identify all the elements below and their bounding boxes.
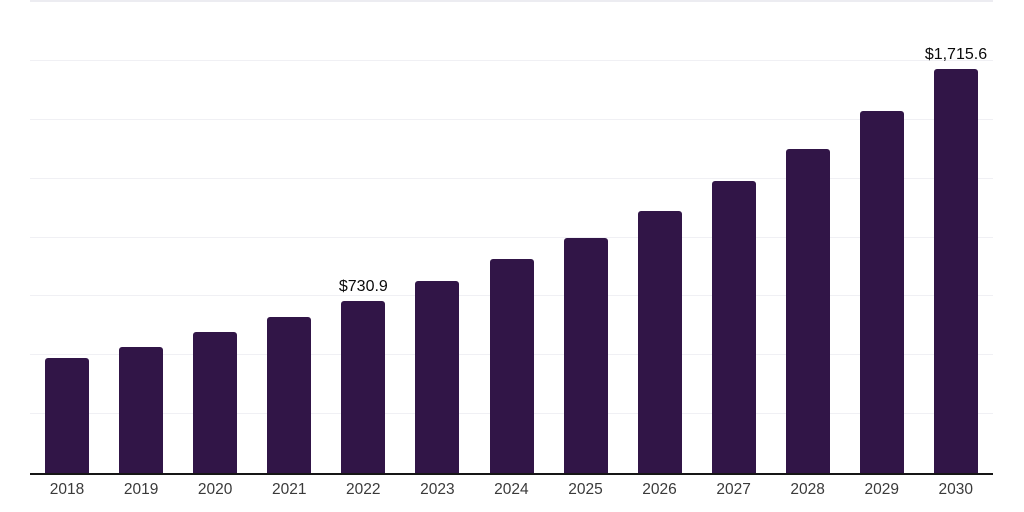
bar-2021[interactable] [267, 316, 312, 473]
bar-2018[interactable] [45, 357, 90, 473]
x-axis-label: 2027 [716, 481, 751, 498]
x-axis-label: 2023 [420, 481, 455, 498]
x-axis-label: 2025 [568, 481, 603, 498]
x-axis-label: 2030 [938, 481, 974, 498]
gridline [30, 59, 993, 61]
bar-2026[interactable] [637, 210, 682, 473]
bar-2019[interactable] [119, 346, 164, 473]
bar-2024[interactable] [489, 259, 534, 473]
x-axis-label: 2019 [123, 481, 159, 498]
x-axis-label: 2028 [790, 481, 825, 498]
gridline [30, 236, 993, 238]
gridline [30, 177, 993, 179]
bar-2020[interactable] [193, 331, 238, 473]
x-axis-label: 2021 [271, 481, 307, 498]
bar-2025[interactable] [563, 237, 608, 473]
bar-2030[interactable] [933, 68, 978, 473]
bar-value-label: $1,715.6 [924, 45, 988, 63]
bar-2029[interactable] [859, 111, 904, 473]
bar-2023[interactable] [415, 281, 460, 473]
x-axis-labels: 2018 2019 2020 2021 2022 2023 2024 2025 2026 2027… [30, 481, 993, 503]
bar-value-label: $730.9 [338, 277, 388, 295]
x-axis-label: 2029 [864, 481, 899, 498]
bar-2022[interactable] [341, 300, 386, 473]
x-axis-label: 2024 [494, 481, 529, 498]
bar-2028[interactable] [785, 148, 830, 473]
gridline [30, 118, 993, 120]
plot-area: $730.9 $1,715.6 [30, 0, 993, 475]
x-axis-label: 2022 [346, 481, 381, 498]
x-axis-label: 2018 [49, 481, 85, 498]
bar-2027[interactable] [711, 181, 756, 473]
x-axis-label: 2020 [197, 481, 233, 498]
x-axis-line [30, 473, 993, 475]
x-axis-label: 2026 [642, 481, 677, 498]
gridline [30, 0, 993, 2]
